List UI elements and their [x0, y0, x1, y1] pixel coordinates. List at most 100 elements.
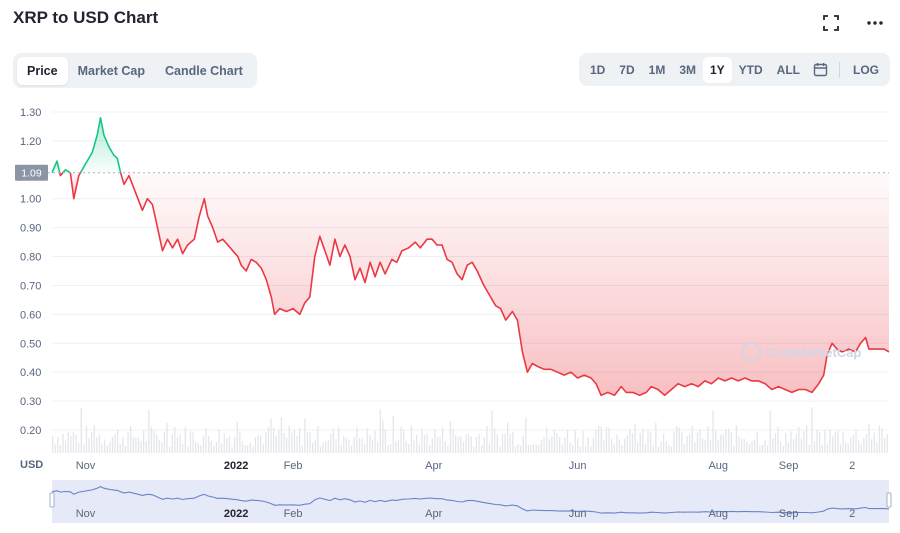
range-divider: [839, 61, 840, 78]
volume-bar: [569, 442, 571, 453]
range-1d[interactable]: 1D: [589, 62, 606, 77]
volume-bar: [403, 429, 405, 453]
volume-bar: [488, 443, 491, 453]
volume-bar: [330, 433, 332, 453]
range-1y[interactable]: 1Y: [702, 56, 732, 83]
tab-market-cap[interactable]: Market Cap: [77, 63, 145, 78]
volume-bar: [260, 435, 262, 453]
volume-bar: [319, 446, 322, 453]
x-tick-label: Jun: [569, 460, 587, 472]
volume-bar: [187, 446, 189, 453]
volume-bar: [421, 428, 423, 453]
volume-bar: [358, 438, 361, 453]
volume-bar: [262, 444, 264, 453]
volume-bar: [322, 443, 324, 453]
volume-bar: [114, 433, 116, 453]
more-icon[interactable]: [864, 12, 886, 34]
volume-bar: [808, 444, 810, 453]
volume-bar: [598, 425, 600, 453]
volume-bar: [241, 441, 244, 453]
volume-bar: [834, 432, 836, 453]
volume-bar: [130, 426, 132, 453]
volume-bar: [221, 443, 223, 453]
volume-bar: [434, 430, 436, 453]
volume-bar: [80, 408, 82, 453]
calendar-icon[interactable]: [807, 62, 833, 77]
volume-bar: [881, 428, 883, 453]
volume-bar: [676, 426, 678, 453]
volume-bar: [871, 439, 873, 453]
volume-bar: [850, 437, 852, 453]
volume-bar: [517, 444, 519, 453]
volume-bar: [296, 436, 298, 453]
volume-bar: [390, 444, 392, 453]
volume-bar: [124, 446, 127, 453]
log-scale-toggle[interactable]: LOG: [853, 62, 879, 77]
volume-bar: [197, 443, 199, 453]
navigator-line: [51, 485, 890, 514]
volume-bar: [642, 428, 644, 453]
price-chart[interactable]: 1.09 0.20 0.30 0.40 0.50 0.60 0.70 0.80 0.90 1.0…: [0, 95, 900, 533]
volume-bar: [800, 438, 803, 453]
volume-bar: [668, 445, 670, 453]
volume-bar: [267, 427, 270, 453]
volume-bar: [343, 436, 345, 453]
volume-bar: [845, 442, 847, 453]
volume-bar: [538, 444, 540, 453]
volume-bar: [608, 427, 610, 453]
volume-bar: [501, 433, 504, 453]
tab-price[interactable]: Price: [17, 56, 68, 85]
volume-bar: [587, 437, 589, 453]
range-navigator[interactable]: Nov 2022 Feb Apr Jun Aug Sep 2: [49, 480, 892, 523]
volume-bar: [299, 427, 301, 453]
volume-bar: [338, 427, 340, 453]
volume-bar: [192, 432, 194, 453]
volume-bar: [75, 434, 77, 453]
volume-bar: [366, 428, 368, 453]
volume-bar: [819, 432, 821, 453]
volume-bar: [603, 440, 605, 453]
volume-bar: [751, 440, 753, 453]
volume-bar: [686, 435, 688, 453]
reference-label: 1.09: [21, 168, 42, 180]
volume-bar: [790, 431, 792, 453]
volume-bar: [689, 434, 691, 453]
volume-bar: [382, 420, 384, 453]
y-tick-label: 0.60: [20, 309, 41, 321]
volume-bar: [754, 439, 756, 453]
volume-bar: [70, 436, 72, 453]
volume-bar: [57, 437, 59, 453]
volume-bar: [865, 434, 868, 453]
range-all[interactable]: ALL: [776, 62, 800, 77]
range-ytd[interactable]: YTD: [738, 62, 763, 77]
volume-bar: [715, 430, 717, 453]
volume-bar: [876, 442, 878, 453]
volume-bar: [265, 432, 267, 453]
volume-bar: [878, 425, 881, 453]
volume-bar: [574, 430, 576, 453]
volume-bar: [548, 439, 550, 453]
volume-bar: [655, 422, 657, 453]
volume-bar: [122, 437, 124, 453]
volume-bar: [522, 436, 524, 453]
volume-bar: [309, 432, 311, 453]
range-7d[interactable]: 7D: [619, 62, 635, 77]
volume-bar: [452, 429, 454, 453]
range-1m[interactable]: 1M: [648, 62, 666, 77]
volume-bar: [720, 434, 722, 453]
volume-bar: [527, 445, 530, 453]
tab-candle-chart[interactable]: Candle Chart: [164, 63, 243, 78]
fullscreen-icon[interactable]: [820, 12, 842, 34]
volume-bar: [681, 431, 683, 453]
volume-bar: [725, 429, 727, 453]
volume-bar: [314, 440, 316, 453]
volume-bar: [657, 446, 660, 453]
volume-bars: [52, 407, 888, 453]
volume-bar: [813, 441, 816, 453]
volume-bar: [195, 441, 197, 453]
volume-bar: [62, 434, 64, 453]
volume-bar: [803, 431, 805, 453]
volume-bar: [824, 429, 826, 453]
range-3m[interactable]: 3M: [679, 62, 696, 77]
reference-price-line: 1.09: [15, 164, 889, 181]
